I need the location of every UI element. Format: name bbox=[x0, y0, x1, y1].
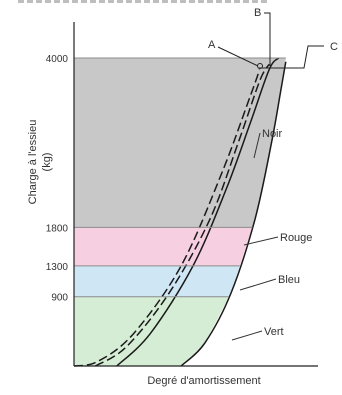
legend-leader-vert bbox=[231, 330, 263, 341]
band-noir bbox=[74, 58, 286, 228]
curve-b bbox=[95, 63, 270, 367]
cropped-title bbox=[0, 0, 342, 14]
annotation-b: B bbox=[254, 7, 261, 19]
annotation-a-leader bbox=[217, 46, 259, 67]
y-tick-label-4000: 4000 bbox=[46, 54, 69, 65]
axes-layer bbox=[73, 22, 318, 367]
bands-layer bbox=[74, 58, 286, 366]
y-axis-label: Charge à l'essieu (kg) bbox=[27, 120, 53, 205]
legend-label-bleu: Bleu bbox=[278, 274, 300, 286]
band-bleu bbox=[74, 265, 240, 297]
legend-label-vert: Vert bbox=[264, 326, 284, 338]
y-tick-label-900: 900 bbox=[51, 293, 68, 304]
annotation-a: A bbox=[208, 39, 216, 51]
curve-a bbox=[73, 69, 261, 367]
curve-c bbox=[116, 57, 280, 367]
y-tick-label-1800: 1800 bbox=[46, 223, 69, 234]
legend-label-rouge: Rouge bbox=[280, 232, 312, 244]
x-axis-label: Degré d'amortissement bbox=[147, 375, 260, 387]
legend-label-noir: Noir bbox=[262, 128, 283, 140]
band-rouge bbox=[74, 227, 253, 266]
annotation-c-leader bbox=[258, 45, 324, 69]
annotation-b-leader bbox=[264, 12, 271, 66]
labels-layer: 900 1300 1800 4000 Charge à l'essieu (kg) Degr… bbox=[27, 7, 338, 387]
curves-layer bbox=[73, 57, 287, 367]
annotation-c: C bbox=[330, 41, 338, 53]
legend-leader-bleu bbox=[239, 278, 277, 291]
curve-outer bbox=[180, 61, 287, 367]
legend-leader-noir bbox=[253, 132, 261, 159]
legend-leader-rouge bbox=[243, 236, 279, 246]
intersection-marker bbox=[257, 63, 263, 69]
y-tick-label-1300: 1300 bbox=[46, 262, 69, 273]
